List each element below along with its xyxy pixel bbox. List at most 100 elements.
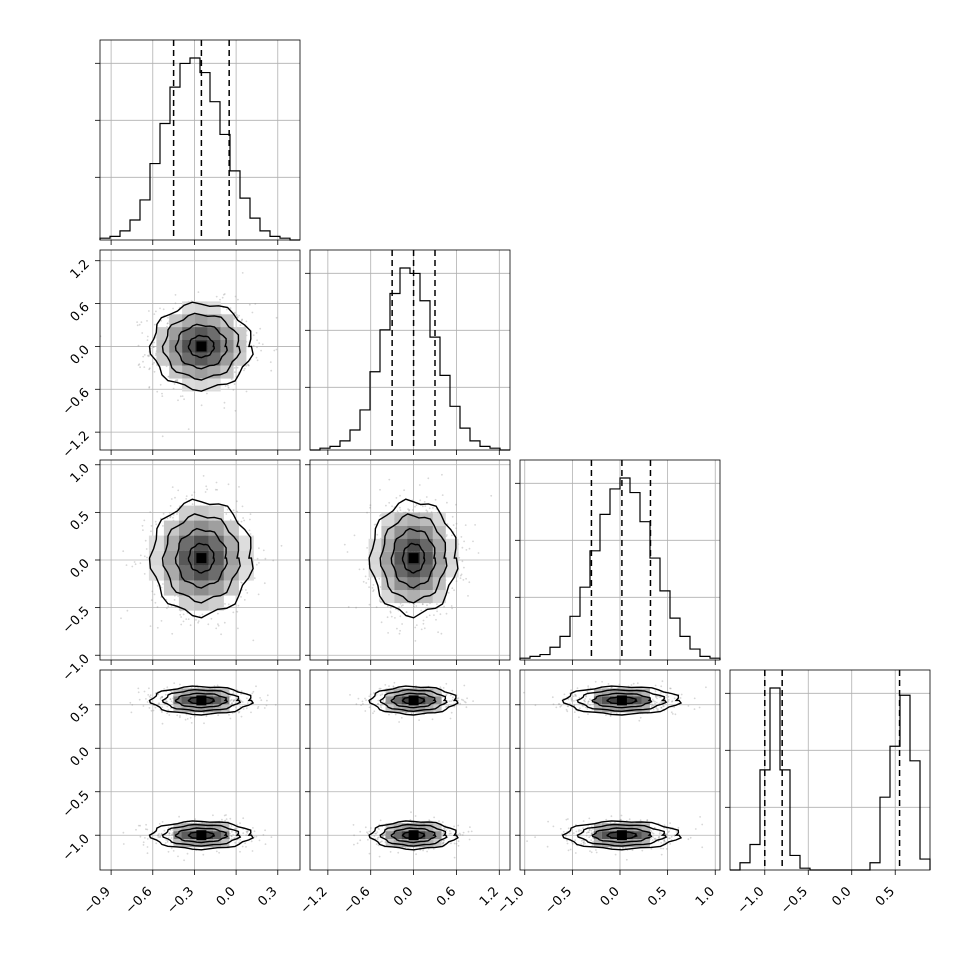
scatter-point bbox=[457, 697, 460, 699]
scatter-point bbox=[253, 836, 256, 839]
scatter-point bbox=[358, 568, 361, 571]
density-cell bbox=[182, 352, 195, 366]
scatter-point bbox=[152, 346, 155, 348]
scatter-point bbox=[223, 293, 226, 295]
scatter-point bbox=[414, 640, 417, 642]
scatter-point bbox=[255, 356, 258, 359]
scatter-point bbox=[146, 335, 149, 338]
scatter-point bbox=[240, 596, 242, 598]
scatter-point bbox=[136, 321, 139, 323]
density-cell bbox=[425, 704, 434, 713]
density-cell bbox=[223, 565, 239, 581]
scatter-point bbox=[420, 609, 423, 612]
scatter-point bbox=[408, 509, 411, 511]
scatter-point bbox=[179, 613, 182, 616]
density-cell bbox=[178, 550, 194, 566]
density-cell bbox=[189, 688, 198, 697]
histogram-step-line bbox=[310, 267, 510, 451]
scatter-point bbox=[451, 607, 453, 610]
scatter-point bbox=[422, 505, 424, 508]
scatter-point bbox=[405, 611, 408, 613]
scatter-point bbox=[422, 619, 425, 622]
density-cell bbox=[193, 535, 209, 551]
scatter-point bbox=[241, 272, 244, 274]
scatter-point bbox=[160, 319, 163, 322]
density-peak bbox=[196, 830, 207, 841]
scatter-point bbox=[137, 687, 140, 690]
density-peak bbox=[196, 553, 207, 564]
scatter-point bbox=[233, 383, 236, 385]
scatter-point bbox=[146, 852, 149, 855]
scatter-point bbox=[355, 703, 358, 706]
scatter-point bbox=[461, 698, 463, 701]
scatter-point bbox=[661, 701, 663, 704]
scatter-point bbox=[434, 498, 437, 501]
scatter-point bbox=[368, 695, 371, 698]
scatter-point bbox=[166, 322, 169, 325]
scatter-point bbox=[441, 494, 444, 496]
scatter-point bbox=[224, 819, 227, 822]
scatter-point bbox=[264, 557, 267, 560]
scatter-point bbox=[236, 610, 239, 613]
scatter-point bbox=[137, 824, 140, 827]
scatter-point bbox=[369, 693, 372, 696]
density-cell bbox=[417, 839, 426, 848]
scatter-point bbox=[166, 607, 168, 610]
scatter-point bbox=[241, 319, 243, 321]
scatter-point bbox=[217, 714, 220, 717]
scatter-point bbox=[168, 511, 171, 514]
scatter-point bbox=[161, 722, 164, 725]
scatter-point bbox=[425, 616, 428, 618]
density-cell bbox=[148, 535, 164, 551]
scatter-point bbox=[441, 833, 444, 835]
scatter-point bbox=[427, 477, 430, 480]
density-cell bbox=[213, 831, 222, 840]
scatter-point bbox=[419, 499, 422, 502]
scatter-point bbox=[150, 530, 152, 533]
density-cell bbox=[193, 505, 209, 521]
scatter-point bbox=[160, 620, 163, 622]
scatter-point bbox=[438, 820, 440, 823]
scatter-point bbox=[150, 696, 152, 699]
density-cell bbox=[205, 823, 214, 832]
scatter-point bbox=[207, 623, 210, 626]
scatter-point bbox=[421, 603, 424, 606]
density-cell bbox=[148, 565, 164, 581]
scatter-point bbox=[391, 505, 393, 508]
scatter-point bbox=[352, 824, 355, 826]
scatter-point bbox=[255, 563, 258, 566]
scatter-point bbox=[255, 332, 258, 334]
scatter-point bbox=[441, 842, 444, 845]
scatter-point bbox=[147, 694, 150, 696]
scatter-point bbox=[373, 523, 376, 526]
scatter-point bbox=[236, 366, 239, 369]
density-cell bbox=[189, 839, 198, 848]
scatter-point bbox=[575, 699, 578, 702]
scatter-point bbox=[428, 614, 431, 617]
scatter-point bbox=[122, 550, 125, 553]
scatter-point bbox=[370, 827, 372, 829]
scatter-point bbox=[374, 832, 377, 835]
scatter-point bbox=[240, 581, 242, 584]
scatter-point bbox=[472, 700, 474, 702]
scatter-point bbox=[364, 575, 367, 578]
scatter-point bbox=[139, 366, 142, 369]
scatter-point bbox=[585, 832, 588, 834]
scatter-point bbox=[469, 826, 471, 828]
scatter-point bbox=[162, 512, 165, 515]
density-contour bbox=[187, 696, 216, 705]
scatter-point bbox=[217, 612, 219, 615]
scatter-point bbox=[399, 629, 401, 632]
density-cell bbox=[394, 577, 408, 591]
scatter-point bbox=[238, 710, 241, 713]
density-cell bbox=[189, 704, 198, 713]
scatter-point bbox=[266, 694, 269, 697]
scatter-point bbox=[189, 716, 192, 719]
scatter-point bbox=[167, 322, 169, 324]
scatter-point bbox=[399, 506, 401, 509]
scatter-point bbox=[166, 841, 169, 843]
scatter-point bbox=[376, 533, 379, 536]
scatter-point bbox=[452, 696, 454, 699]
scatter-point bbox=[477, 552, 480, 554]
